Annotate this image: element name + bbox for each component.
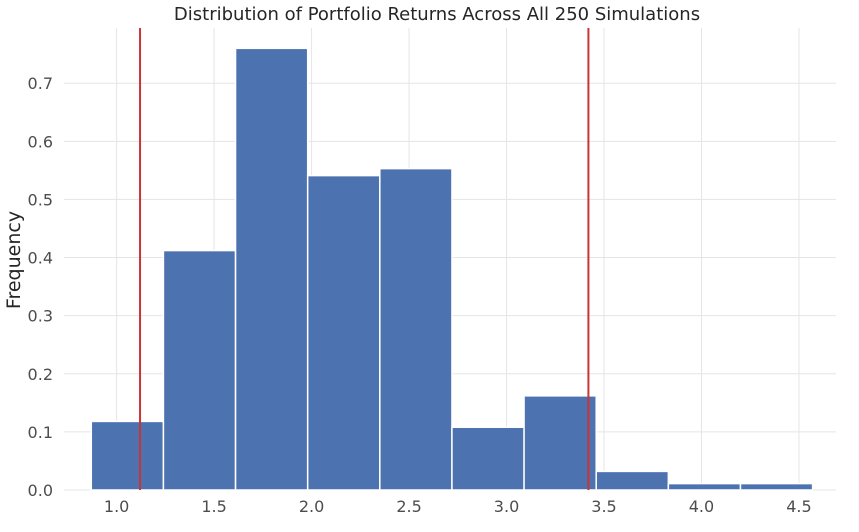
bars-layer [90, 47, 814, 491]
histogram-bar [595, 470, 670, 491]
histogram-bar [451, 426, 525, 491]
reference-lines-layer [139, 28, 590, 490]
x-tick-label: 1.5 [201, 497, 226, 516]
x-tick-label: 2.0 [299, 497, 324, 516]
x-tick-label: 3.0 [494, 497, 519, 516]
histogram-bar [739, 482, 814, 491]
histogram-bar [162, 249, 237, 491]
y-tick-label: 0.3 [28, 307, 53, 326]
y-tick-label: 0.1 [28, 423, 53, 442]
histogram-bar [523, 395, 597, 491]
chart-title: Distribution of Portfolio Returns Across… [174, 4, 700, 25]
x-tick-label: 1.0 [104, 497, 129, 516]
y-tick-label: 0.0 [28, 481, 53, 500]
histogram-bar [667, 482, 742, 491]
y-tick-label: 0.4 [28, 249, 53, 268]
tick-labels-layer: 1.0 1.5 2.0 2.5 3.0 3.5 4.0 4.5 0.0 0.1 0.2 0.3 0.4 0… [28, 74, 812, 516]
y-tick-label: 0.2 [28, 365, 53, 384]
histogram-bar [234, 47, 309, 491]
x-tick-label: 4.5 [786, 497, 811, 516]
histogram-bar [90, 420, 165, 491]
x-tick-label: 2.5 [396, 497, 421, 516]
histogram-bar [379, 167, 453, 491]
x-tick-label: 3.5 [591, 497, 616, 516]
histogram-bar [306, 174, 381, 491]
y-tick-label: 0.7 [28, 74, 53, 93]
y-tick-label: 0.5 [28, 190, 53, 209]
y-tick-label: 0.6 [28, 132, 53, 151]
x-tick-label: 4.0 [689, 497, 714, 516]
y-axis-label: Frequency [3, 211, 25, 309]
